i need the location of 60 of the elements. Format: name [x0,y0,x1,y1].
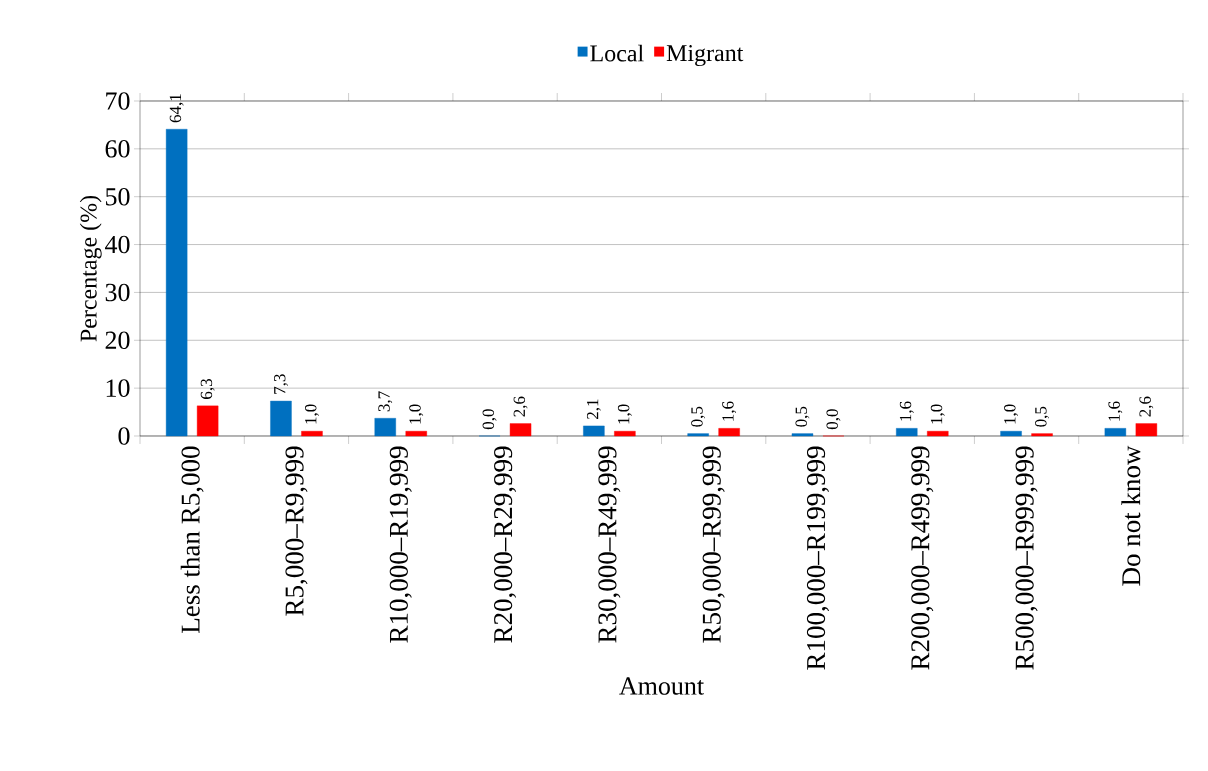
x-tick-label: R30,000–R49,999 [598,446,621,643]
bar [927,431,949,437]
data-label: 1,0 [1004,404,1019,424]
x-tick-label: R20,000–R29,999 [494,446,517,643]
x-tick-label: R200,000–R499,999 [911,446,934,670]
legend-label: Migrant [666,45,744,67]
data-label: 1,6 [899,401,914,421]
bar [614,431,636,437]
x-tick-label: R10,000–R19,999 [389,446,412,643]
data-label: 1,6 [1108,401,1123,421]
data-label: 1,6 [722,401,737,421]
data-label: 1,0 [409,404,424,424]
data-label: 2,6 [1139,396,1154,417]
data-label: 1,0 [930,404,945,424]
data-label: 0,0 [482,409,497,430]
x-tick-label: Less than R5,000 [180,446,204,633]
y-tick-label: 10 [106,379,130,397]
bar [374,418,396,437]
x-axis-title: Amount [619,677,704,695]
x-tick-label: R5,000–R9,999 [285,446,308,616]
data-label: 64,1 [169,94,184,123]
bar [405,431,427,437]
bar [1000,431,1022,437]
data-label: 0,5 [1035,406,1050,427]
y-axis-title: Percentage (%) [79,195,102,342]
y-tick-label: 20 [105,331,130,350]
data-label: 3,7 [378,391,393,412]
bar [791,433,814,437]
y-tick-label: 50 [106,187,130,206]
data-label: 0,5 [795,406,810,427]
data-label: 7,3 [274,374,288,394]
bar [1104,428,1127,437]
y-tick-label: 70 [106,92,130,110]
y-tick-label: 30 [105,283,130,302]
bar [718,428,740,437]
bar [896,428,918,437]
bar [509,423,532,437]
data-label: 2,6 [513,396,528,417]
data-label: 1,0 [304,404,319,424]
data-label: 0,5 [691,406,706,427]
data-label: 0,0 [826,409,841,430]
y-tick-label: 60 [105,140,130,158]
x-tick-label: R100,000–R199,999 [806,446,830,670]
data-label: 1,0 [617,404,632,424]
bar [196,405,219,437]
bar [687,433,709,437]
data-label: 6,3 [200,379,215,399]
legend-label: Local [590,44,644,62]
bar [301,431,323,437]
bar [165,129,188,437]
data-label: 2,1 [586,399,601,419]
bar [1031,433,1053,437]
y-tick-label: 0 [118,427,130,445]
bar [583,425,605,437]
y-tick-label: 40 [105,235,130,254]
bar [270,400,292,437]
bar [1135,423,1158,437]
x-tick-label: Do not know [1121,445,1141,586]
x-tick-label: R50,000–R99,999 [702,446,725,643]
x-tick-label: R500,000–R999,999 [1015,446,1038,670]
